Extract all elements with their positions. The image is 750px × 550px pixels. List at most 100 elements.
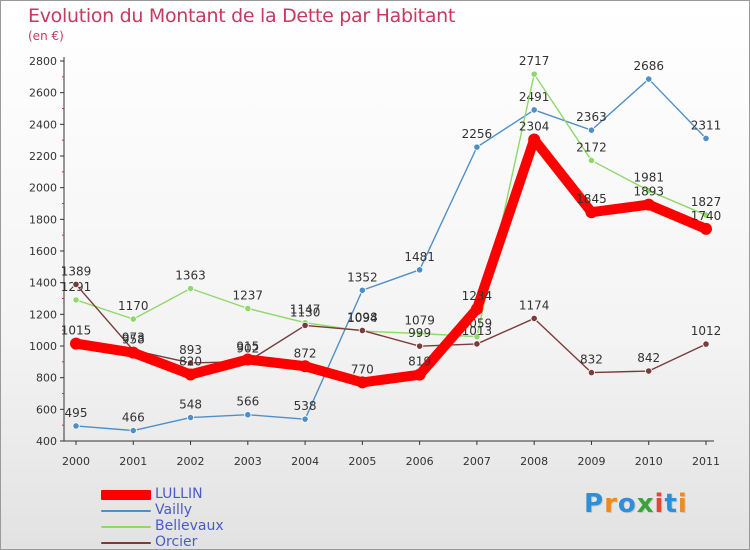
logo-letter: t: [664, 489, 678, 519]
series-line-vailly: [75, 78, 707, 432]
y-tick-label: 800: [36, 372, 57, 385]
data-point-bellevaux: [72, 296, 80, 304]
data-label-bellevaux: 1094: [347, 311, 378, 325]
legend-swatch: [101, 542, 151, 544]
data-label-lullin: 1015: [61, 324, 92, 338]
data-label-orcier: 1130: [290, 305, 321, 319]
logo-letter: P: [584, 489, 605, 519]
data-point-vailly: [301, 415, 309, 423]
data-label-bellevaux: 1363: [175, 269, 206, 283]
data-point-vailly: [416, 266, 424, 274]
legend-item-lullin: LULLIN: [101, 486, 301, 503]
data-point-vailly: [473, 143, 481, 151]
y-tick-label: 1000: [29, 340, 57, 353]
data-label-orcier: 999: [408, 326, 431, 340]
legend-label: Vailly: [155, 502, 193, 518]
data-label-lullin: 1893: [633, 185, 664, 199]
data-point-orcier: [530, 314, 538, 323]
legend-label: Bellevaux: [155, 518, 224, 534]
legend-item-orcier: Orcier: [101, 534, 301, 549]
legend-item-bellevaux: Bellevaux: [101, 518, 301, 535]
data-point-orcier: [416, 342, 424, 350]
data-point-bellevaux: [587, 156, 596, 165]
y-tick-label: 2800: [29, 55, 57, 68]
y-tick-label: 1400: [29, 277, 57, 290]
data-label-lullin: 872: [294, 346, 317, 360]
data-point-orcier: [702, 340, 710, 348]
data-label-vailly: 466: [122, 411, 145, 425]
data-point-orcier: [358, 326, 366, 335]
x-tick-label: 2002: [177, 455, 205, 468]
x-tick-label: 2008: [520, 455, 548, 468]
data-label-bellevaux: 1237: [233, 288, 264, 302]
y-tick-label: 400: [36, 435, 57, 448]
data-point-lullin: [184, 368, 197, 381]
y-tick-label: 1200: [29, 308, 57, 321]
legend-item-vailly: Vailly: [101, 502, 301, 519]
data-label-vailly: 1481: [404, 250, 435, 264]
data-point-lullin: [528, 133, 541, 146]
data-label-vailly: 2311: [691, 118, 722, 132]
data-point-vailly: [186, 413, 195, 422]
data-point-vailly: [358, 286, 366, 294]
x-tick-label: 2009: [577, 455, 605, 468]
data-label-vailly: 548: [179, 398, 202, 412]
data-label-vailly: 2256: [462, 127, 493, 141]
data-point-bellevaux: [186, 284, 195, 293]
data-point-orcier: [72, 280, 80, 289]
data-point-vailly: [244, 411, 252, 419]
data-label-orcier: 893: [179, 343, 202, 357]
chart-title: Evolution du Montant de la Dette par Hab…: [28, 5, 456, 27]
data-label-orcier: 902: [236, 342, 259, 356]
data-point-bellevaux: [129, 315, 137, 323]
data-label-lullin: 1845: [576, 192, 607, 206]
x-tick-label: 2010: [635, 455, 663, 468]
data-point-lullin: [241, 353, 254, 366]
x-tick-label: 2005: [348, 455, 376, 468]
data-point-orcier: [473, 340, 481, 348]
logo-letter: r: [604, 489, 618, 519]
data-point-lullin: [299, 360, 312, 373]
data-label-orcier: 973: [122, 330, 145, 344]
data-label-vailly: 2491: [519, 90, 550, 104]
series-line-bellevaux: [75, 73, 707, 338]
data-label-bellevaux: 2717: [519, 54, 550, 68]
data-label-bellevaux: 1827: [691, 195, 722, 209]
data-point-vailly: [530, 106, 538, 114]
data-label-lullin: 1234: [462, 289, 493, 303]
data-point-vailly: [72, 422, 80, 430]
data-label-lullin: 1740: [691, 209, 722, 223]
data-label-vailly: 495: [65, 406, 88, 420]
data-point-vailly: [645, 75, 653, 83]
data-label-orcier: 842: [637, 351, 660, 365]
data-label-vailly: 1352: [347, 270, 378, 284]
x-tick-label: 2001: [119, 455, 147, 468]
y-tick-label: 2400: [29, 118, 57, 131]
data-label-bellevaux: 1147: [290, 303, 321, 317]
data-point-orcier: [186, 359, 195, 367]
x-tick-label: 2004: [291, 455, 319, 468]
data-point-orcier: [301, 321, 309, 330]
data-label-orcier: 1012: [691, 324, 722, 338]
data-point-lullin: [700, 222, 712, 235]
data-point-orcier: [587, 368, 596, 377]
data-point-bellevaux: [645, 187, 653, 195]
series-line-orcier: [75, 283, 707, 374]
y-tick-label: 2600: [29, 87, 57, 100]
data-point-bellevaux: [416, 329, 424, 338]
data-label-bellevaux: 2172: [576, 140, 607, 154]
logo-letter: x: [636, 489, 655, 519]
x-tick-label: 2000: [62, 455, 90, 468]
y-tick-label: 1600: [29, 245, 57, 258]
proxiti-logo: Proxiti: [584, 489, 688, 519]
data-label-bellevaux: 1079: [404, 313, 435, 327]
legend-label: LULLIN: [155, 486, 203, 502]
logo-letter: i: [654, 489, 665, 519]
y-tick-label: 2000: [29, 182, 57, 195]
data-point-vailly: [702, 134, 710, 143]
data-label-lullin: 958: [122, 333, 145, 347]
data-label-lullin: 820: [179, 355, 202, 369]
data-label-vailly: 538: [294, 399, 317, 413]
